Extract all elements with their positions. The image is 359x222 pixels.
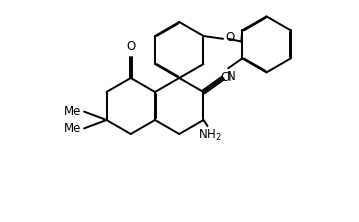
Text: O: O bbox=[126, 40, 135, 53]
Text: Me: Me bbox=[64, 105, 81, 118]
Text: Me: Me bbox=[64, 122, 81, 135]
Text: O: O bbox=[225, 31, 234, 44]
Text: Cl: Cl bbox=[220, 71, 232, 84]
Text: NH$_2$: NH$_2$ bbox=[197, 128, 222, 143]
Text: N: N bbox=[227, 69, 236, 83]
